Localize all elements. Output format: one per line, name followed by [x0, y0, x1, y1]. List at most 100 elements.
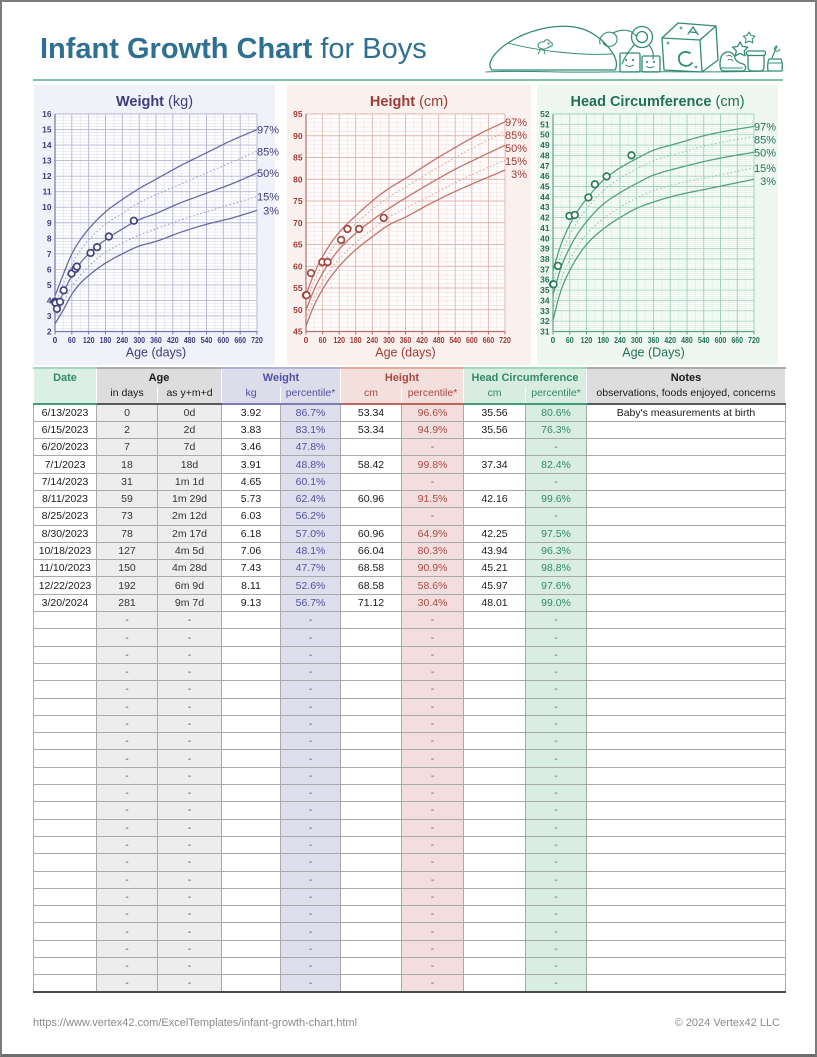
cell-notes [586, 818, 786, 837]
table-row: 6/15/2023 2 2d 3.83 83.1% 53.34 94.9% 35.56 76.3… [33, 420, 786, 440]
cell-dpct: - [525, 956, 587, 976]
cell-ymd: - [157, 749, 222, 768]
svg-text:97%: 97% [505, 117, 527, 129]
cell-dcm [463, 956, 526, 976]
svg-text:13: 13 [42, 156, 52, 166]
cell-wpct: - [280, 697, 341, 716]
table-empty-row: ----- [33, 628, 786, 647]
cell-ymd: - [157, 611, 222, 630]
y-tick-labels: 2 3 4 5 6 7 8 9 10 11 12 13 14 15 16 [42, 109, 52, 337]
cell-wpct: - [280, 628, 341, 647]
chart-canvas: 3132333435363738394041424344454647484950… [537, 85, 778, 365]
svg-text:3: 3 [47, 311, 52, 321]
cell-wpct: 60.1% [280, 472, 341, 491]
cell-notes [586, 662, 786, 682]
cell-hcm [340, 697, 402, 716]
cell-notes [586, 489, 786, 509]
cell-kg [221, 749, 281, 768]
cell-date [33, 870, 97, 889]
cell-kg [221, 628, 281, 647]
data-point [86, 248, 95, 258]
cell-date [33, 732, 97, 751]
cell-kg [221, 784, 281, 803]
cell-dpct: - [525, 905, 587, 924]
cell-ymd: - [157, 766, 222, 786]
header-divider [33, 79, 783, 81]
cell-hpct: 30.4% [401, 593, 464, 613]
svg-text:480: 480 [433, 335, 445, 345]
cell-dcm [463, 749, 526, 768]
svg-text:34: 34 [540, 295, 550, 305]
svg-text:660: 660 [731, 335, 743, 345]
cell-days: 281 [96, 593, 158, 613]
cell-notes [586, 576, 786, 595]
cell-dcm: 35.56 [463, 403, 526, 422]
svg-text:540: 540 [201, 335, 213, 345]
percentile-curve-p85 [54, 150, 258, 304]
cell-notes [586, 905, 786, 924]
svg-text:720: 720 [748, 335, 760, 345]
y-tick-labels: 45 50 55 60 65 70 75 80 85 90 95 [293, 109, 303, 337]
cell-dcm: 35.56 [463, 420, 526, 440]
cell-hpct: 91.5% [401, 489, 464, 509]
cell-hcm: 66.04 [340, 541, 402, 561]
cell-date: 8/25/2023 [33, 507, 97, 526]
cell-dpct: 97.5% [525, 524, 587, 543]
cell-days: - [96, 645, 158, 664]
cell-hpct: - [401, 766, 464, 786]
svg-text:51: 51 [540, 119, 550, 129]
cell-hcm: 68.58 [340, 559, 402, 578]
svg-text:8: 8 [47, 233, 52, 243]
column-subheader [33, 387, 97, 405]
cell-hpct: - [401, 732, 464, 751]
cell-ymd: - [157, 662, 222, 682]
cell-date [33, 766, 97, 786]
cell-date: 6/15/2023 [33, 420, 97, 440]
cell-dpct: 96.3% [525, 541, 587, 561]
cell-dpct: 76.3% [525, 420, 587, 440]
cell-ymd: 1m 1d [157, 472, 222, 491]
cell-kg: 8.11 [221, 576, 281, 595]
svg-text:180: 180 [350, 335, 362, 345]
cell-kg [221, 922, 281, 941]
cell-kg: 7.06 [221, 541, 281, 561]
cell-wpct: - [280, 801, 341, 820]
svg-text:85%: 85% [754, 135, 776, 147]
cell-date [33, 939, 97, 959]
cell-kg [221, 818, 281, 837]
table-row: 3/20/2024 281 9m 7d 9.13 56.7% 71.12 30.4% 48.0… [33, 593, 786, 613]
cell-dpct: 99.0% [525, 593, 587, 613]
cell-hpct: 80.3% [401, 541, 464, 561]
cell-hpct: - [401, 853, 464, 872]
svg-text:480: 480 [184, 335, 196, 345]
cell-days: 59 [96, 489, 158, 509]
cell-hcm [340, 714, 402, 734]
cell-wpct: - [280, 662, 341, 682]
cell-ymd: - [157, 956, 222, 976]
cell-wpct: - [280, 818, 341, 837]
cell-hcm [340, 507, 402, 526]
cell-kg [221, 853, 281, 872]
column-subheader: observations, foods enjoyed, concerns [586, 387, 786, 405]
cell-dcm [463, 628, 526, 647]
data-point [590, 180, 600, 189]
cell-date: 11/10/2023 [33, 559, 97, 578]
cell-days: 127 [96, 541, 158, 561]
cell-wpct: 56.7% [280, 593, 341, 613]
table-empty-row: ----- [33, 887, 786, 907]
percentile-curve-p85 [552, 136, 755, 282]
cell-ymd: - [157, 628, 222, 647]
percentile-curve-p3 [552, 178, 755, 321]
cell-days: - [96, 922, 158, 941]
svg-text:65: 65 [293, 240, 303, 250]
cell-days: - [96, 887, 158, 907]
table-empty-row: ----- [33, 939, 786, 959]
svg-text:16: 16 [42, 109, 52, 119]
svg-text:3%: 3% [760, 176, 776, 188]
table-empty-row: ----- [33, 870, 786, 889]
cell-dcm [463, 645, 526, 664]
cell-kg [221, 611, 281, 630]
percentile-labels: 97%85%50%15%3% [505, 117, 527, 181]
cell-ymd: 2m 12d [157, 507, 222, 526]
